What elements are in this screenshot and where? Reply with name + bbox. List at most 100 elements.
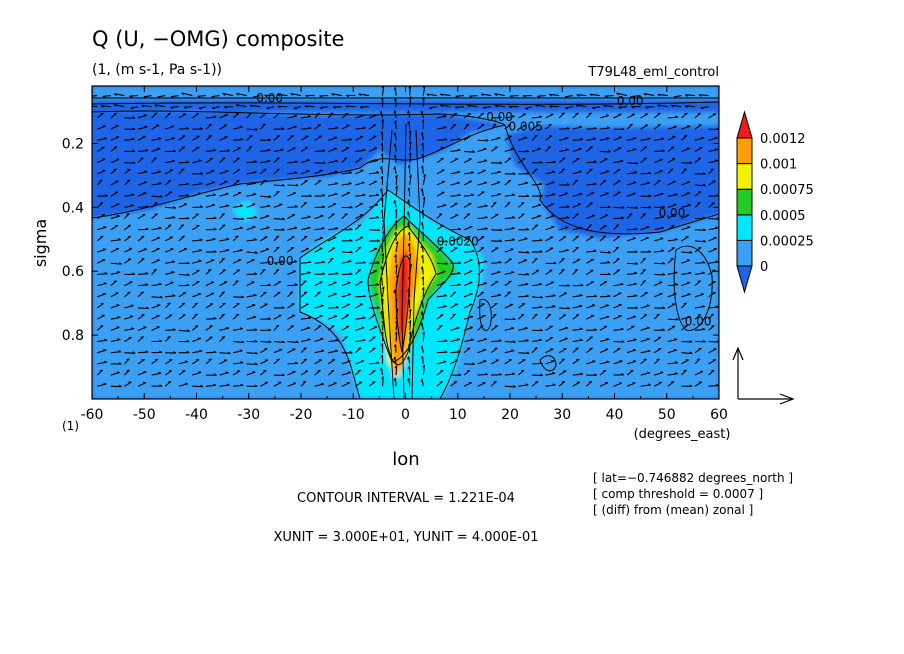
wind-vector <box>640 146 648 152</box>
contour-line <box>539 355 557 372</box>
wind-vector <box>164 248 174 253</box>
wind-vector <box>626 213 633 219</box>
wind-vector <box>490 313 497 320</box>
wind-vector-head <box>394 231 397 235</box>
wind-vector <box>409 96 412 107</box>
wind-vector-head <box>606 126 611 129</box>
wind-vector <box>494 104 505 108</box>
wind-vector <box>469 95 478 97</box>
wind-vector-head <box>407 231 411 235</box>
wind-vector <box>233 384 244 387</box>
wind-vector <box>137 371 147 376</box>
wind-vector <box>259 303 268 309</box>
wind-vector-head <box>565 136 569 139</box>
wind-vector-head <box>511 270 515 273</box>
wind-vector <box>504 327 515 331</box>
wind-vector <box>518 369 525 376</box>
wind-vector <box>110 215 121 220</box>
wind-vector <box>137 248 147 253</box>
wind-vector <box>219 384 230 387</box>
wind-vector <box>314 150 325 153</box>
wind-vector-head <box>154 213 158 215</box>
wind-vector <box>572 339 583 343</box>
wind-vector-head <box>376 306 380 309</box>
wind-vector-head <box>429 107 433 110</box>
wind-vector <box>585 112 592 119</box>
wind-vector-head <box>591 107 596 110</box>
wind-vector <box>491 262 502 264</box>
wind-vector-head <box>621 340 625 343</box>
wind-vector <box>394 166 397 174</box>
wind-vector-head <box>684 112 688 115</box>
wind-vector <box>613 168 621 175</box>
wind-vector <box>613 235 621 242</box>
wind-vector <box>421 244 424 253</box>
wind-vector <box>653 336 662 342</box>
wind-vector <box>368 217 380 220</box>
wind-vector-head <box>711 369 715 372</box>
wind-vector-head <box>470 338 474 341</box>
wind-vector <box>151 202 158 208</box>
wind-vector <box>409 152 412 163</box>
wind-vector <box>626 113 636 119</box>
wind-vector-head <box>198 371 202 373</box>
wind-vector <box>694 272 705 275</box>
wind-vector <box>341 139 353 141</box>
wind-vector <box>407 110 411 119</box>
wind-vector <box>545 226 555 231</box>
wind-vector <box>558 327 569 331</box>
wind-vector <box>110 280 117 287</box>
wind-vector <box>440 93 451 97</box>
wind-vector <box>667 135 676 141</box>
wind-vector-head <box>349 238 353 242</box>
wind-vector <box>259 236 268 242</box>
wind-vector-head <box>200 384 204 388</box>
wind-vector <box>408 221 411 230</box>
wind-vector <box>477 148 487 153</box>
wind-vector-head <box>408 253 412 257</box>
wind-vector <box>327 325 335 331</box>
wind-vector-head <box>689 250 693 254</box>
wind-vector-head <box>632 348 636 351</box>
wind-vector-head <box>357 246 362 249</box>
wind-vector-head <box>240 361 244 364</box>
wind-vector-head <box>561 358 565 361</box>
wind-vector-head <box>380 298 384 302</box>
wind-vector-head <box>321 349 325 352</box>
wind-vector-head <box>547 313 551 316</box>
wind-vector <box>531 257 538 264</box>
wind-vector-head <box>408 174 412 178</box>
wind-vector <box>355 281 363 287</box>
wind-vector <box>490 280 499 287</box>
wind-vector-head <box>380 97 384 101</box>
wind-vector <box>504 115 515 119</box>
wind-vector <box>613 283 624 287</box>
wind-vector-head <box>538 338 542 341</box>
wind-vector-head <box>539 305 543 308</box>
wind-vector <box>599 369 607 376</box>
wind-vector <box>259 112 267 119</box>
wind-vector <box>233 296 244 299</box>
wind-vector-head <box>456 181 460 184</box>
wind-vector <box>640 327 650 331</box>
wind-vector <box>421 132 424 141</box>
wind-vector-head <box>213 148 217 151</box>
wind-vector <box>463 293 473 298</box>
wind-vector-head <box>714 148 719 150</box>
wind-vector-head <box>480 324 484 327</box>
wind-vector <box>205 116 217 119</box>
wind-vector-head <box>167 112 171 115</box>
contour-line <box>401 123 407 399</box>
wind-vector <box>531 148 541 153</box>
wind-vector <box>354 369 362 376</box>
wind-vector <box>450 149 461 153</box>
wind-vector-head <box>662 272 666 276</box>
wind-vector-head <box>380 277 383 281</box>
wind-vector <box>260 248 270 253</box>
wind-vector <box>124 247 133 253</box>
wind-vector <box>626 148 637 153</box>
wind-vector <box>694 306 705 309</box>
wind-vector <box>246 251 258 254</box>
wind-vector <box>575 104 587 108</box>
wind-vector <box>273 157 280 164</box>
